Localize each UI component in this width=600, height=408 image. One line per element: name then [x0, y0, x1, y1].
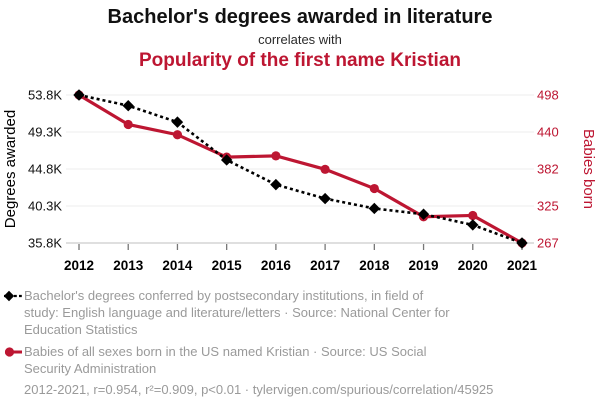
svg-text:35.8K: 35.8K	[28, 236, 62, 251]
svg-text:2017: 2017	[310, 258, 340, 273]
svg-text:2018: 2018	[359, 258, 390, 273]
chart-header: Bachelor's degrees awarded in literature…	[0, 0, 600, 73]
svg-text:2019: 2019	[409, 258, 439, 273]
legend-item-degrees: Bachelor's degrees conferred by postseco…	[3, 287, 600, 338]
red-circle-solid-line-icon	[3, 346, 24, 358]
chart-title-secondary: Popularity of the first name Kristian	[139, 50, 461, 71]
svg-text:440: 440	[537, 125, 559, 140]
svg-text:2014: 2014	[162, 258, 193, 273]
svg-text:325: 325	[537, 199, 559, 214]
svg-text:267: 267	[537, 236, 559, 251]
svg-text:49.3K: 49.3K	[28, 125, 62, 140]
stats-footer: 2012-2021, r=0.954, r²=0.909, p<0.01 · t…	[24, 382, 494, 397]
svg-text:2013: 2013	[113, 258, 144, 273]
svg-text:498: 498	[537, 88, 559, 103]
svg-text:2012: 2012	[64, 258, 94, 273]
legend-item-babies: Babies of all sexes born in the US named…	[3, 343, 600, 377]
svg-text:Degrees awarded: Degrees awarded	[2, 110, 19, 228]
legend-item-degrees-label: Bachelor's degrees conferred by postseco…	[24, 288, 450, 337]
svg-text:53.8K: 53.8K	[28, 88, 62, 103]
svg-text:Babies born: Babies born	[580, 129, 597, 209]
correlates-with-label: correlates with	[258, 32, 342, 47]
legend-item-babies-label: Babies of all sexes born in the US named…	[24, 344, 427, 376]
legend: Bachelor's degrees conferred by postseco…	[0, 285, 600, 398]
chart-area: 53.8K 498 49.3K 440 44.8K 382 40.3K 325 35.8K 267…	[0, 80, 600, 285]
svg-text:2015: 2015	[212, 258, 243, 273]
svg-text:40.3K: 40.3K	[28, 199, 62, 214]
chart-svg: 53.8K 498 49.3K 440 44.8K 382 40.3K 325 35.8K 267…	[2, 88, 597, 274]
svg-text:2021: 2021	[507, 258, 538, 273]
svg-text:382: 382	[537, 162, 559, 177]
svg-text:2016: 2016	[261, 258, 292, 273]
svg-text:2020: 2020	[458, 258, 488, 273]
chart-title: Bachelor's degrees awarded in literature	[107, 6, 493, 28]
svg-text:44.8K: 44.8K	[28, 162, 62, 177]
black-diamond-dashed-line-icon	[3, 290, 24, 302]
